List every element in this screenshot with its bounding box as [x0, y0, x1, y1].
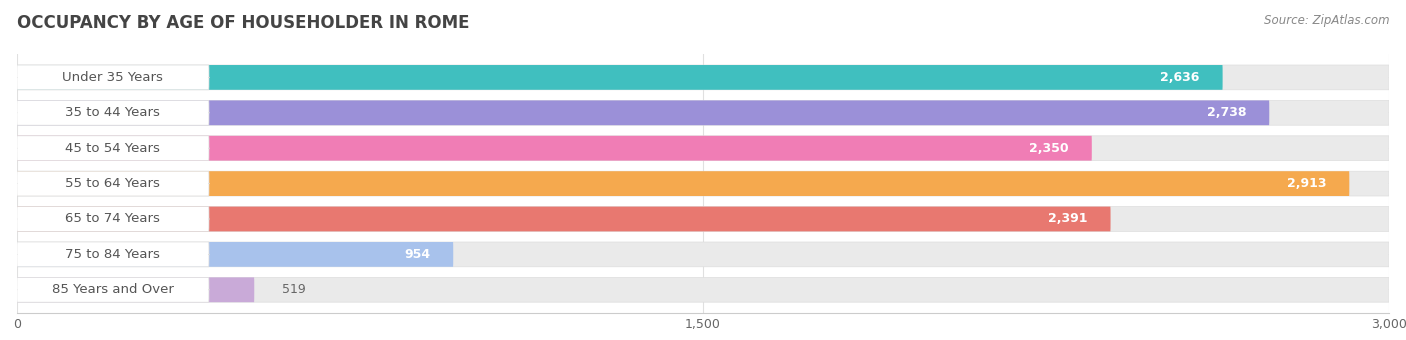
FancyBboxPatch shape	[17, 277, 254, 302]
FancyBboxPatch shape	[17, 207, 209, 232]
FancyBboxPatch shape	[17, 171, 209, 196]
FancyBboxPatch shape	[17, 65, 209, 90]
Text: 2,636: 2,636	[1160, 71, 1199, 84]
Text: Source: ZipAtlas.com: Source: ZipAtlas.com	[1264, 14, 1389, 27]
FancyBboxPatch shape	[17, 277, 1389, 302]
FancyBboxPatch shape	[17, 242, 209, 267]
Text: 519: 519	[281, 283, 305, 296]
FancyBboxPatch shape	[17, 100, 209, 125]
Text: 45 to 54 Years: 45 to 54 Years	[66, 142, 160, 155]
FancyBboxPatch shape	[17, 100, 1389, 125]
Text: OCCUPANCY BY AGE OF HOUSEHOLDER IN ROME: OCCUPANCY BY AGE OF HOUSEHOLDER IN ROME	[17, 14, 470, 32]
FancyBboxPatch shape	[17, 242, 453, 267]
FancyBboxPatch shape	[17, 136, 1092, 160]
FancyBboxPatch shape	[17, 65, 1223, 90]
Text: 2,350: 2,350	[1029, 142, 1069, 155]
Text: 35 to 44 Years: 35 to 44 Years	[66, 106, 160, 119]
Text: Under 35 Years: Under 35 Years	[62, 71, 163, 84]
FancyBboxPatch shape	[17, 171, 1389, 196]
FancyBboxPatch shape	[17, 65, 1389, 90]
FancyBboxPatch shape	[17, 277, 209, 302]
Text: 2,738: 2,738	[1206, 106, 1246, 119]
Text: 75 to 84 Years: 75 to 84 Years	[66, 248, 160, 261]
FancyBboxPatch shape	[17, 100, 1270, 125]
Text: 954: 954	[405, 248, 430, 261]
FancyBboxPatch shape	[17, 136, 1389, 160]
Text: 2,391: 2,391	[1049, 212, 1088, 225]
FancyBboxPatch shape	[17, 136, 209, 160]
FancyBboxPatch shape	[17, 242, 1389, 267]
FancyBboxPatch shape	[17, 171, 1350, 196]
FancyBboxPatch shape	[17, 207, 1389, 232]
Text: 55 to 64 Years: 55 to 64 Years	[66, 177, 160, 190]
Text: 85 Years and Over: 85 Years and Over	[52, 283, 174, 296]
Text: 2,913: 2,913	[1286, 177, 1326, 190]
FancyBboxPatch shape	[17, 207, 1111, 232]
Text: 65 to 74 Years: 65 to 74 Years	[66, 212, 160, 225]
